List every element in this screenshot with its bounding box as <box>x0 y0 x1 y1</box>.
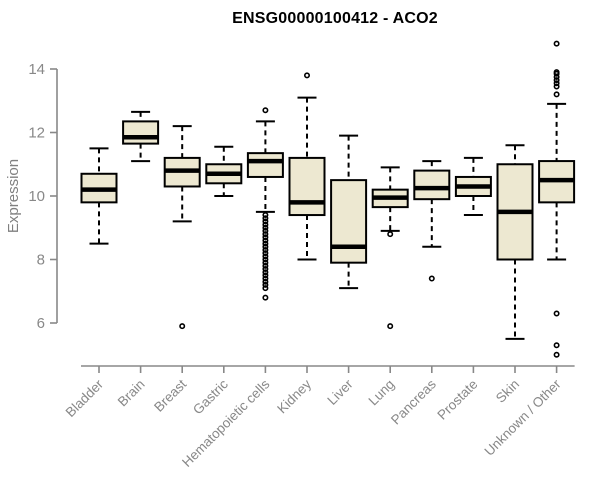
box-rect <box>413 169 451 201</box>
outlier-point <box>262 240 269 247</box>
box-bladder <box>80 147 118 245</box>
box-prostate <box>454 156 492 217</box>
outlier-point <box>262 266 269 273</box>
outlier-point <box>262 218 269 225</box>
box-breast <box>163 125 201 330</box>
outlier-point <box>262 224 269 231</box>
outlier-point <box>553 83 560 90</box>
outlier-point <box>262 107 269 114</box>
x-tick-label-gastric: Gastric <box>190 376 231 417</box>
x-tick-label-brain: Brain <box>115 377 148 410</box>
x-tick-label-lung: Lung <box>365 377 397 409</box>
outlier-point <box>387 231 394 238</box>
box-rect <box>288 156 326 217</box>
outlier-point <box>428 275 435 282</box>
outlier-point <box>262 275 269 282</box>
outlier-point <box>553 91 560 98</box>
x-tick-label-breast: Breast <box>151 376 189 414</box>
outlier-point <box>553 77 560 84</box>
x-tick-label-skin: Skin <box>493 377 522 406</box>
y-tick-label-6: 6 <box>37 315 45 332</box>
outlier-point <box>553 351 560 358</box>
outlier-point <box>262 221 269 228</box>
chart-title: ENSG00000100412 - ACO2 <box>232 10 438 27</box>
box-gastric <box>205 145 243 197</box>
outlier-point <box>553 70 560 77</box>
box-skin <box>496 144 534 340</box>
outlier-point <box>262 272 269 279</box>
outlier-point <box>262 294 269 301</box>
box-liver <box>330 134 368 290</box>
y-tick-label-8: 8 <box>37 252 45 269</box>
outlier-point <box>553 342 560 349</box>
x-tick-label-unknown-other: Unknown / Other <box>481 376 564 459</box>
y-tick-label-10: 10 <box>28 188 45 205</box>
x-tick-label-pancreas: Pancreas <box>388 376 439 427</box>
outlier-point <box>262 212 269 219</box>
x-tick-label-kidney: Kidney <box>274 376 314 416</box>
outlier-point <box>387 323 394 330</box>
outlier-point <box>553 310 560 317</box>
outlier-point <box>262 215 269 222</box>
outlier-point <box>262 285 269 292</box>
box-pancreas <box>413 160 451 282</box>
outlier-point <box>553 80 560 87</box>
x-tick-label-liver: Liver <box>324 376 356 408</box>
outlier-point <box>262 243 269 250</box>
outlier-point <box>262 250 269 257</box>
outlier-point <box>262 259 269 266</box>
box-hematopoietic-cells <box>246 107 284 301</box>
outlier-point <box>553 40 560 47</box>
box-brain <box>122 110 160 163</box>
outlier-point <box>262 234 269 241</box>
outlier-point <box>262 262 269 269</box>
outlier-point <box>553 73 560 80</box>
box-kidney <box>288 72 326 261</box>
box-lung <box>371 166 409 330</box>
outlier-point <box>179 323 186 330</box>
y-tick-label-12: 12 <box>28 125 45 142</box>
outlier-point <box>262 256 269 263</box>
x-tick-label-bladder: Bladder <box>63 376 107 420</box>
box-rect <box>330 179 368 264</box>
outlier-point <box>262 231 269 238</box>
x-tick-label-prostate: Prostate <box>434 377 480 423</box>
box-rect <box>246 152 284 178</box>
outlier-point <box>303 72 310 79</box>
y-tick-label-14: 14 <box>28 61 45 78</box>
outlier-point <box>262 269 269 276</box>
box-unknown-other <box>538 40 576 358</box>
outlier-point <box>262 246 269 253</box>
outlier-point <box>262 278 269 285</box>
box-rect <box>122 120 160 145</box>
outlier-point <box>262 253 269 260</box>
outlier-point <box>262 227 269 234</box>
outlier-point <box>262 237 269 244</box>
outlier-point <box>262 281 269 288</box>
